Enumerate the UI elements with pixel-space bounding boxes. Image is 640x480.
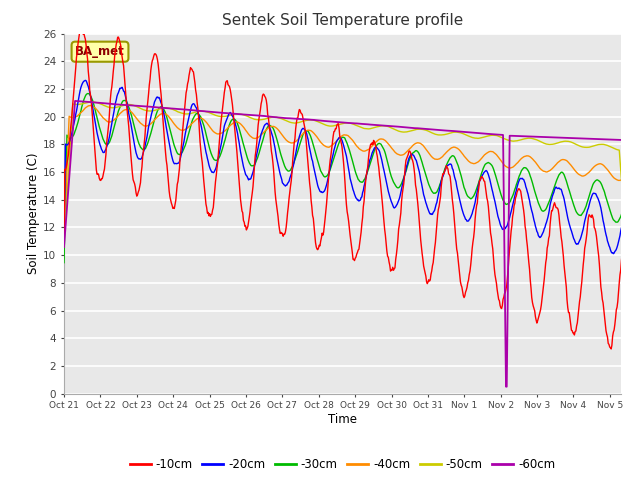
X-axis label: Time: Time: [328, 413, 357, 426]
Y-axis label: Soil Temperature (C): Soil Temperature (C): [28, 153, 40, 275]
Legend: -10cm, -20cm, -30cm, -40cm, -50cm, -60cm: -10cm, -20cm, -30cm, -40cm, -50cm, -60cm: [125, 454, 560, 476]
Text: BA_met: BA_met: [75, 45, 125, 58]
Title: Sentek Soil Temperature profile: Sentek Soil Temperature profile: [222, 13, 463, 28]
